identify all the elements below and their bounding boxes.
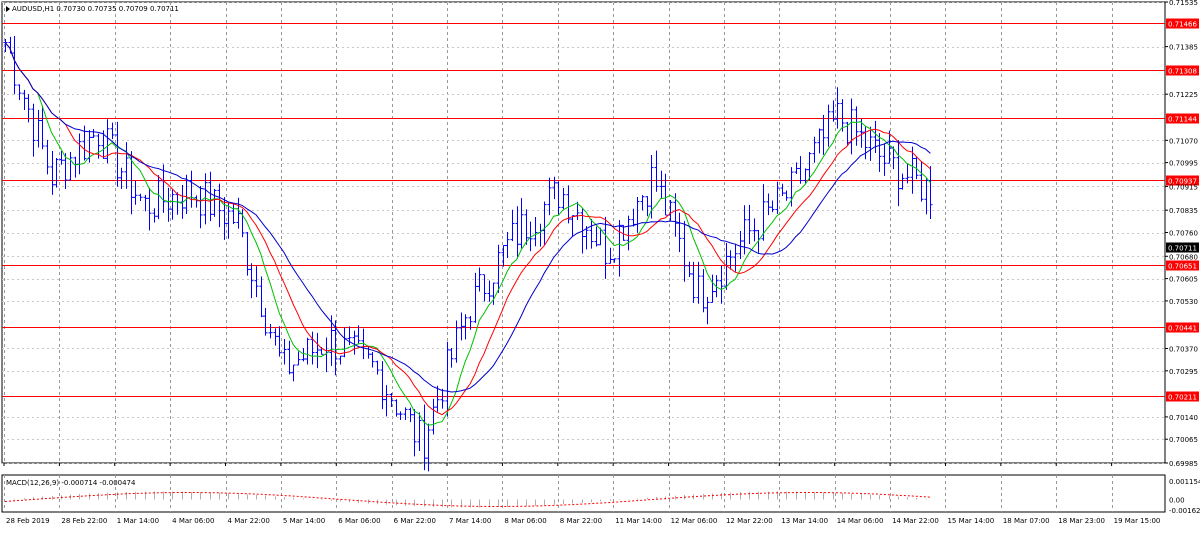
symbol-arrow-icon (6, 6, 10, 12)
y-tick-label: 0.70605 (1169, 276, 1198, 284)
macd-histogram (14, 491, 927, 508)
x-tick-label: 8 Mar 22:00 (560, 517, 602, 525)
y-tick-label: 0.71535 (1169, 0, 1198, 7)
macd-tick-label: -0.001626 (1169, 507, 1200, 515)
y-tick-label: 0.71225 (1169, 91, 1198, 99)
level-price-tag (1166, 260, 1199, 271)
y-tick-label: 0.70295 (1169, 368, 1198, 376)
y-tick-label: 0.70835 (1169, 207, 1198, 215)
x-tick-label: 12 Mar 22:00 (726, 517, 773, 525)
symbol-header: AUDUSD,H1 0.70730 0.70735 0.70709 0.7071… (12, 5, 179, 13)
x-tick-label: 5 Mar 14:00 (283, 517, 325, 525)
level-price-label: 0.70651 (1168, 263, 1197, 271)
level-price-label: 0.71308 (1168, 68, 1197, 76)
y-tick-label: 0.70680 (1169, 253, 1198, 261)
y-tick-label: 0.70915 (1169, 183, 1198, 191)
x-tick-label: 11 Mar 14:00 (615, 517, 662, 525)
x-tick-label: 28 Feb 2019 (6, 517, 50, 525)
macd-tick-label: 0.001154 (1169, 478, 1200, 486)
macd-signal-line (4, 492, 931, 507)
level-price-label: 0.70937 (1168, 178, 1197, 186)
y-tick-label: 0.70760 (1169, 230, 1198, 238)
y-tick-label: 0.70140 (1169, 414, 1198, 422)
ma-mid-line (4, 42, 931, 416)
x-tick-label: 15 Mar 14:00 (947, 517, 994, 525)
x-tick-label: 28 Feb 22:00 (61, 517, 107, 525)
x-tick-label: 4 Mar 22:00 (228, 517, 270, 525)
level-price-tag (1166, 391, 1199, 402)
x-tick-label: 7 Mar 14:00 (449, 517, 491, 525)
level-price-tag (1166, 113, 1199, 124)
macd-header: MACD(12,26,9) -0.000714 -0.000474 (6, 479, 136, 487)
level-price-label: 0.71466 (1168, 21, 1197, 29)
x-tick-label: 6 Mar 22:00 (394, 517, 436, 525)
y-tick-label: 0.71385 (1169, 44, 1198, 52)
level-price-tag (1166, 322, 1199, 333)
x-tick-label: 4 Mar 06:00 (172, 517, 214, 525)
macd-pane-frame (1, 474, 1166, 513)
macd-tick-label: 0.00 (1169, 497, 1185, 505)
y-tick-label: 0.71070 (1169, 137, 1198, 145)
x-tick-label: 13 Mar 14:00 (781, 517, 828, 525)
price-bars (3, 35, 933, 472)
current-price-label: 0.70711 (1168, 245, 1197, 253)
y-tick-label: 0.70530 (1169, 298, 1198, 306)
level-price-label: 0.71144 (1168, 116, 1197, 124)
level-price-label: 0.70441 (1168, 325, 1197, 333)
level-price-tag (1166, 65, 1199, 76)
ma-slow-line (4, 42, 931, 393)
x-tick-label: 18 Mar 07:00 (1003, 517, 1050, 525)
x-tick-label: 19 Mar 15:00 (1114, 517, 1161, 525)
level-price-label: 0.70211 (1168, 394, 1197, 402)
x-tick-label: 14 Mar 06:00 (837, 517, 884, 525)
level-price-tag (1166, 175, 1199, 186)
x-tick-label: 1 Mar 14:00 (117, 517, 159, 525)
y-tick-label: 0.69985 (1169, 460, 1198, 468)
x-tick-label: 12 Mar 06:00 (671, 517, 718, 525)
y-tick-label: 0.70065 (1169, 436, 1198, 444)
x-tick-label: 6 Mar 06:00 (338, 517, 380, 525)
y-tick-label: 0.70995 (1169, 160, 1198, 168)
main-pane-frame (1, 1, 1166, 464)
x-tick-label: 8 Mar 06:00 (504, 517, 546, 525)
level-price-tag (1166, 18, 1199, 29)
current-price-tag (1166, 242, 1199, 253)
x-tick-label: 18 Mar 23:00 (1058, 517, 1105, 525)
ma-fast-line (4, 42, 931, 426)
y-tick-label: 0.70370 (1169, 345, 1198, 353)
x-tick-label: 14 Mar 22:00 (892, 517, 939, 525)
